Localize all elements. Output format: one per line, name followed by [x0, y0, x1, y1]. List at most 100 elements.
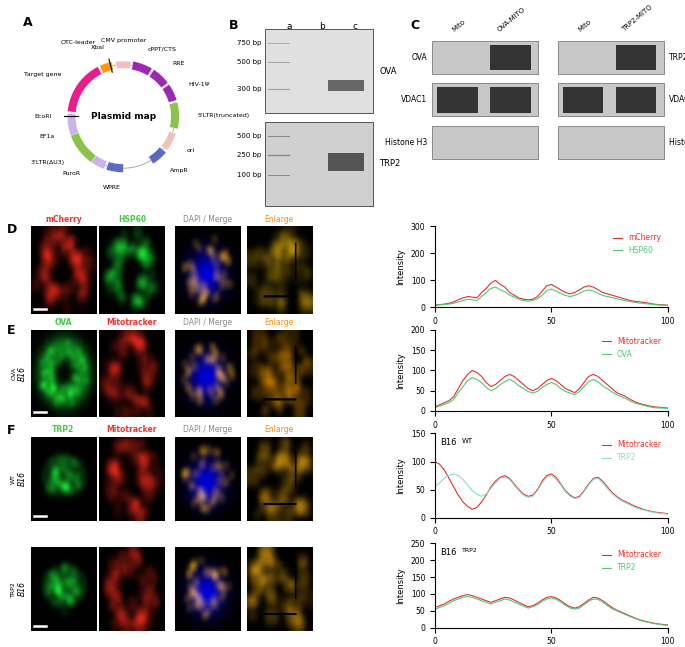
X-axis label: Distance: Distance	[533, 332, 570, 340]
Text: TRP2: TRP2	[462, 547, 477, 553]
Text: B: B	[229, 19, 238, 32]
Text: D: D	[7, 223, 17, 236]
Text: TRP2: TRP2	[52, 425, 75, 434]
Bar	[616, 87, 656, 113]
Bar	[328, 80, 364, 91]
Text: a: a	[286, 23, 292, 31]
Text: 750 bp: 750 bp	[237, 39, 262, 46]
Polygon shape	[149, 147, 166, 164]
Text: 500 bp: 500 bp	[237, 133, 262, 139]
Text: PuroR: PuroR	[62, 171, 80, 177]
Text: EF1a: EF1a	[39, 134, 54, 138]
Text: DAPI / Merge: DAPI / Merge	[183, 215, 232, 224]
Polygon shape	[79, 145, 107, 169]
Text: RRE: RRE	[173, 61, 185, 67]
Text: 250 bp: 250 bp	[238, 152, 262, 159]
Text: OVA: OVA	[412, 53, 427, 61]
Bar	[432, 41, 538, 74]
Text: A: A	[23, 16, 32, 29]
Text: Mitotracker: Mitotracker	[107, 425, 157, 434]
Text: F: F	[7, 424, 15, 437]
Text: Mito: Mito	[451, 19, 466, 33]
Text: WT: WT	[11, 474, 16, 484]
Text: Histone H3: Histone H3	[669, 138, 685, 147]
Text: DAPI / Merge: DAPI / Merge	[183, 425, 232, 434]
Text: Histone H3: Histone H3	[385, 138, 427, 147]
Bar	[490, 45, 531, 70]
Text: Enlarge: Enlarge	[264, 425, 294, 434]
Text: OVA: OVA	[379, 67, 397, 76]
Polygon shape	[161, 131, 176, 151]
Text: Enlarge: Enlarge	[264, 318, 294, 327]
Text: OVA: OVA	[55, 318, 72, 327]
Bar	[616, 45, 656, 70]
Text: WPRE: WPRE	[103, 185, 121, 190]
Bar	[438, 87, 477, 113]
Bar	[264, 122, 373, 206]
Text: TRP2: TRP2	[379, 159, 401, 168]
Y-axis label: Intensity: Intensity	[396, 567, 406, 604]
Polygon shape	[149, 69, 168, 88]
Bar	[432, 83, 538, 116]
Text: Enlarge: Enlarge	[264, 215, 294, 224]
Text: Mito: Mito	[577, 19, 592, 33]
Text: DAPI / Merge: DAPI / Merge	[183, 318, 232, 327]
Bar	[432, 126, 538, 159]
Bar	[558, 126, 664, 159]
Text: cPPT/CTS: cPPT/CTS	[148, 47, 177, 52]
Bar	[558, 41, 664, 74]
Text: 5'LTR(truncated): 5'LTR(truncated)	[197, 113, 250, 118]
Text: OVA: OVA	[11, 367, 16, 380]
Text: OTC-leader: OTC-leader	[61, 39, 96, 45]
Text: Mitotracker: Mitotracker	[107, 318, 157, 327]
Text: B16: B16	[17, 581, 27, 597]
Text: mCherry: mCherry	[45, 215, 82, 224]
Text: WT: WT	[462, 437, 473, 444]
Text: Plasmid map: Plasmid map	[90, 112, 156, 121]
Text: 500 bp: 500 bp	[237, 59, 262, 65]
Text: 3'LTR(ΔU3): 3'LTR(ΔU3)	[31, 160, 65, 165]
X-axis label: Distance: Distance	[533, 435, 570, 444]
Text: 300 bp: 300 bp	[237, 86, 262, 93]
Bar	[264, 29, 373, 113]
Polygon shape	[68, 67, 102, 113]
Bar	[490, 87, 531, 113]
Polygon shape	[67, 113, 84, 149]
Text: C: C	[410, 19, 419, 32]
Text: Target gene: Target gene	[25, 72, 62, 78]
Text: B16: B16	[440, 547, 456, 556]
Polygon shape	[106, 162, 123, 173]
Text: XbaI: XbaI	[90, 45, 105, 50]
Text: c: c	[353, 23, 358, 31]
Text: CMV promoter: CMV promoter	[101, 38, 146, 43]
Text: VDAC1: VDAC1	[669, 96, 685, 104]
Text: EcoRI: EcoRI	[34, 114, 51, 119]
Polygon shape	[116, 61, 131, 69]
Text: TRP2: TRP2	[11, 581, 16, 597]
Legend: Mitotracker, OVA: Mitotracker, OVA	[599, 334, 664, 362]
Legend: Mitotracker, TRP2: Mitotracker, TRP2	[599, 437, 664, 465]
Bar	[328, 153, 364, 171]
Text: OVA-MITO: OVA-MITO	[497, 6, 527, 33]
Text: HIV-1Ψ: HIV-1Ψ	[188, 82, 210, 87]
Text: VDAC1: VDAC1	[401, 96, 427, 104]
Text: B16: B16	[440, 437, 456, 446]
Y-axis label: Intensity: Intensity	[396, 248, 405, 285]
Text: TRP2: TRP2	[669, 53, 685, 61]
Bar	[563, 87, 603, 113]
Text: HSP60: HSP60	[118, 215, 146, 224]
Text: ori: ori	[187, 148, 195, 153]
Text: B16: B16	[17, 471, 27, 487]
Text: B16: B16	[17, 366, 27, 381]
Polygon shape	[162, 84, 177, 103]
Legend: mCherry, HSP60: mCherry, HSP60	[610, 230, 664, 258]
Legend: Mitotracker, TRP2: Mitotracker, TRP2	[599, 547, 664, 575]
Text: TRP2-MITO: TRP2-MITO	[621, 5, 653, 33]
Text: AmpR: AmpR	[171, 168, 189, 173]
Polygon shape	[71, 133, 96, 162]
Text: 100 bp: 100 bp	[237, 171, 262, 178]
Text: b: b	[319, 23, 325, 31]
Polygon shape	[169, 102, 179, 129]
Polygon shape	[132, 61, 152, 76]
Text: E: E	[7, 324, 15, 336]
